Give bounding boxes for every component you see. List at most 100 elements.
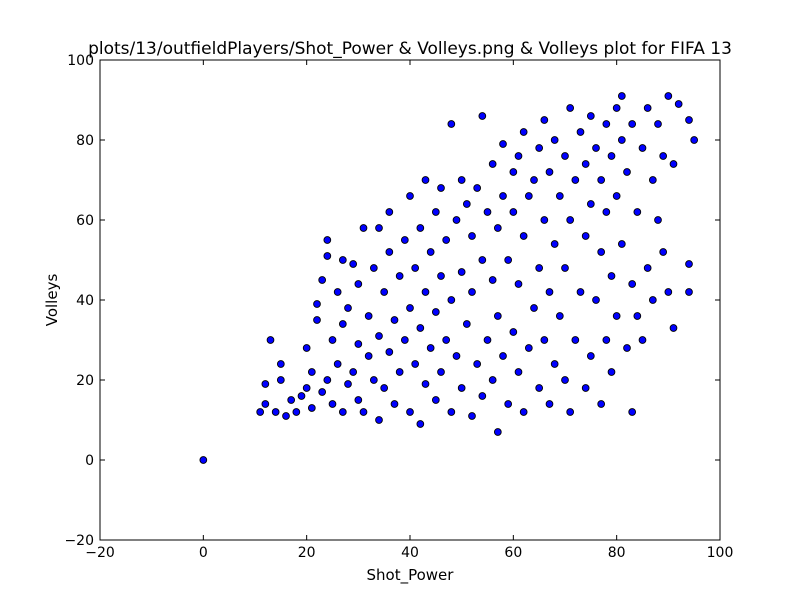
data-point [607,368,616,376]
data-point [468,412,476,420]
data-point [416,420,425,428]
data-point [473,360,482,368]
data-point [509,328,518,336]
data-point [597,400,606,408]
data-point [607,272,616,280]
data-point [447,408,456,416]
data-point [380,288,389,296]
data-point [318,276,327,284]
data-point [654,120,662,128]
data-point [504,400,513,408]
data-point [406,192,414,200]
data-point [566,408,575,416]
data-point [612,312,621,320]
data-point [540,216,549,224]
data-point [488,160,497,168]
data-point [349,368,358,376]
data-point [628,280,637,288]
data-point [256,408,265,416]
data-point [685,260,693,268]
data-point [359,408,368,416]
data-point [395,368,404,376]
data-point [493,312,502,320]
data-point [514,368,523,376]
data-point [375,224,383,232]
data-point [504,256,513,264]
data-point [664,92,673,100]
data-point [390,400,399,408]
data-point [664,288,673,296]
data-point [685,288,693,296]
data-point [385,208,394,216]
data-point [261,400,270,408]
data-point [452,216,461,224]
data-point [292,408,301,416]
data-point [617,92,626,100]
data-point [519,128,528,136]
data-points [199,92,699,464]
data-point [602,336,611,344]
data-point [400,336,409,344]
data-point [581,160,590,168]
data-point [323,236,332,244]
data-point [323,376,332,384]
data-point [411,360,420,368]
data-point [509,168,518,176]
data-point [338,256,347,264]
data-point [447,120,456,128]
data-point [499,140,507,148]
data-point [385,248,394,256]
data-point [493,428,502,436]
data-point [395,272,404,280]
x-tick-label: 80 [608,545,626,561]
data-point [421,380,430,388]
data-point [462,200,471,208]
data-point [654,216,662,224]
data-point [566,104,575,112]
data-point [431,396,440,404]
data-point [349,260,358,268]
data-point [199,456,208,464]
y-tick-label: 40 [76,293,94,309]
data-point [328,400,337,408]
data-point [333,360,342,368]
data-point [437,272,445,280]
x-tick-label: 40 [401,545,419,561]
data-point [390,316,399,324]
data-point [530,176,538,184]
data-point [364,312,373,320]
data-point [287,396,296,404]
data-point [561,152,569,160]
data-point [633,312,642,320]
data-point [437,368,445,376]
data-point [483,336,492,344]
data-point [659,248,668,256]
x-tick-label: 100 [707,545,734,561]
data-point [473,184,482,192]
y-axis-label: Volleys [43,274,61,327]
data-point [333,288,342,296]
data-point [380,384,389,392]
x-tick-label: 0 [199,545,208,561]
data-point [261,380,270,388]
data-point [354,340,363,348]
data-point [416,224,425,232]
data-point [623,168,631,176]
data-point [643,264,652,272]
data-point [307,404,316,412]
data-point [406,304,414,312]
data-point [576,128,585,136]
data-point [478,112,487,120]
data-point [483,208,492,216]
data-point [674,100,683,108]
y-tick-label: 20 [76,373,94,389]
data-point [406,408,414,416]
data-point [442,236,451,244]
data-point [313,316,321,324]
data-point [545,168,554,176]
data-point [447,296,456,304]
data-point [431,308,440,316]
data-point [302,384,311,392]
